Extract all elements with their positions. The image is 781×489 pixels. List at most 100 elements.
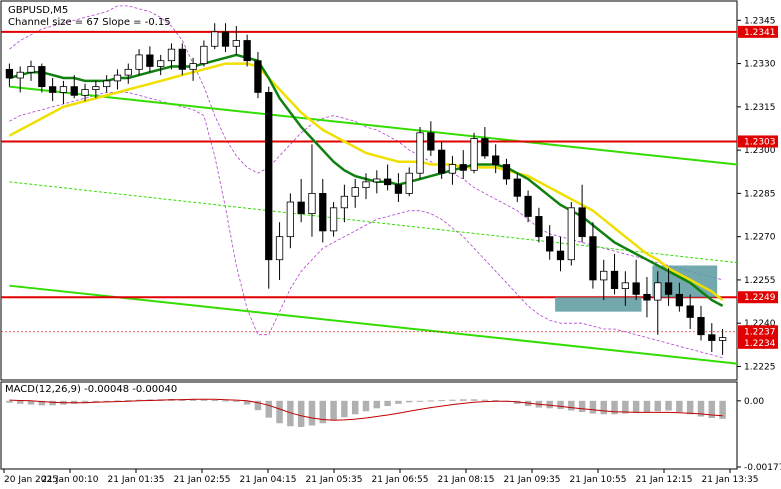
candle-body xyxy=(383,178,392,186)
macd-histogram-bar xyxy=(449,399,456,401)
candle-body xyxy=(556,250,565,261)
candle-body xyxy=(437,149,446,174)
candle-body xyxy=(394,184,403,194)
x-tick-label: 21 Jan 05:35 xyxy=(306,475,363,485)
level-price-tag-bg xyxy=(738,135,778,148)
macd-histogram-bar xyxy=(546,400,553,409)
macd-histogram-bar xyxy=(708,400,716,419)
macd-histogram-bar xyxy=(27,400,35,405)
macd-histogram-bar xyxy=(578,400,586,413)
candle-body xyxy=(502,164,511,180)
macd-histogram-bar xyxy=(427,400,435,402)
macd-label: MACD(12,26,9) -0.00048 -0.00040 xyxy=(5,384,177,395)
candle-body xyxy=(524,195,532,217)
y-tick-label: 1.2285 xyxy=(744,189,776,199)
candle-body xyxy=(103,80,111,88)
candle-body xyxy=(351,187,359,197)
macd-histogram-bar xyxy=(697,400,705,417)
level-price-tag-bg xyxy=(738,25,778,38)
candle-body xyxy=(157,60,165,67)
candle-body xyxy=(643,293,651,301)
macd-histogram-bar xyxy=(200,399,208,401)
x-tick-label: 21 Jan 08:15 xyxy=(438,475,495,485)
current-price-tag-bg xyxy=(738,325,778,338)
macd-histogram-bar xyxy=(211,400,218,402)
current-price-tag: 1.2237 xyxy=(744,327,776,337)
macd-histogram-bar xyxy=(686,400,694,415)
macd-histogram-bar xyxy=(341,400,348,418)
candle-body xyxy=(654,282,662,301)
macd-histogram-bar xyxy=(6,400,13,403)
level-price-tag: 1.2341 xyxy=(744,28,776,38)
macd-histogram-bar xyxy=(287,400,294,427)
candle-body xyxy=(600,270,608,281)
macd-histogram-bar xyxy=(81,400,89,404)
candle-body xyxy=(362,181,370,189)
candle-body xyxy=(92,86,100,90)
macd-histogram-bar xyxy=(135,399,143,401)
y-tick-label: 1.2345 xyxy=(744,16,776,26)
macd-histogram-bar xyxy=(16,400,24,404)
candle-body xyxy=(27,66,35,73)
current-price-tag-bg xyxy=(738,336,778,349)
channel-mid-line xyxy=(9,181,738,264)
macd-histogram-bar xyxy=(189,399,197,401)
candle-body xyxy=(275,236,284,261)
macd-histogram-bar xyxy=(362,400,370,412)
candle-body xyxy=(686,305,694,318)
macd-histogram-bar xyxy=(233,400,240,402)
entry-zone-box xyxy=(555,297,642,312)
candle-body xyxy=(578,207,586,238)
macd-histogram-bar xyxy=(438,400,445,402)
candle-body xyxy=(16,71,24,79)
candle-body xyxy=(459,164,467,171)
x-tick-label: 20 Jan 2025 xyxy=(4,475,58,485)
macd-histogram-bar xyxy=(654,400,662,412)
macd-histogram-bar xyxy=(395,400,402,404)
candle-body xyxy=(81,89,89,96)
candle-body xyxy=(211,31,219,47)
band-lower-line xyxy=(9,92,723,359)
candle-body xyxy=(329,207,338,232)
candle-body xyxy=(610,270,619,289)
candle-body xyxy=(632,282,640,295)
candle-body xyxy=(589,236,597,281)
macd-histogram-bar xyxy=(222,400,229,402)
candle-body xyxy=(167,48,176,62)
candle-body xyxy=(232,40,240,47)
macd-histogram-bar xyxy=(405,400,413,403)
candle-body xyxy=(200,45,208,64)
macd-histogram-bar xyxy=(492,400,499,402)
candle-body xyxy=(113,74,122,82)
candle-body xyxy=(189,63,197,70)
candle-body xyxy=(416,132,424,174)
macd-histogram-bar xyxy=(676,400,683,413)
x-tick-label: 21 Jan 00:10 xyxy=(42,475,99,485)
candle-body xyxy=(243,40,251,62)
candle-body xyxy=(675,293,684,307)
candle-body xyxy=(59,86,68,93)
x-tick-label: 21 Jan 06:55 xyxy=(372,475,429,485)
macd-histogram-bar xyxy=(373,400,381,409)
candle-body xyxy=(664,282,673,295)
channel-lower-line xyxy=(9,284,738,365)
macd-pane xyxy=(0,381,738,470)
y-tick-label: 1.2330 xyxy=(744,60,776,70)
macd-histogram-bar xyxy=(308,400,316,426)
macd-histogram-bar xyxy=(568,400,575,411)
level-price-tag: 1.2249 xyxy=(744,293,776,303)
macd-histogram-bar xyxy=(49,400,56,406)
candle-body xyxy=(567,207,575,261)
macd-histogram-bar xyxy=(276,400,283,424)
level-price-tag: 1.2303 xyxy=(744,137,776,147)
y-tick-label: 1.2300 xyxy=(744,146,776,156)
candle-body xyxy=(373,178,381,183)
macd-histogram-bar xyxy=(416,400,424,402)
macd-histogram-bar xyxy=(330,400,337,421)
macd-histogram-bar xyxy=(600,400,607,415)
macd-histogram-bar xyxy=(470,399,478,401)
macd-y-tick-label: -0.00177 xyxy=(744,463,781,473)
candle-body xyxy=(513,178,521,197)
macd-histogram-bar xyxy=(265,400,272,418)
